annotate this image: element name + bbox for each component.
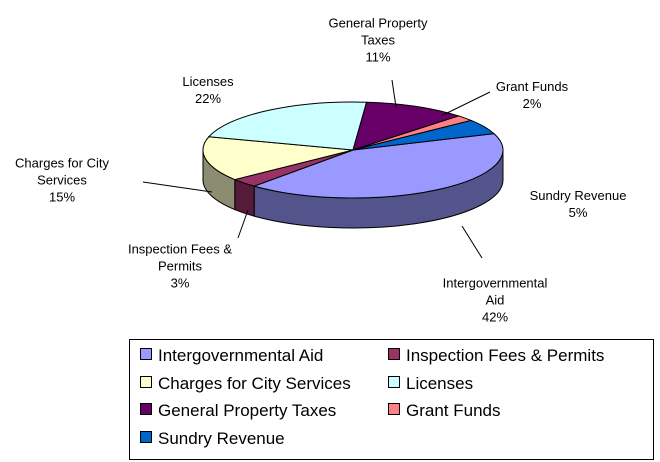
legend-swatch [140, 430, 152, 443]
legend-swatch [140, 375, 152, 388]
data-label: Inspection Fees & Permits 3% [115, 241, 245, 292]
legend-swatch [140, 403, 152, 415]
data-label: Charges for City Services 15% [5, 155, 120, 206]
legend-swatch [140, 348, 152, 360]
label-value: 22% [194, 91, 222, 106]
data-label: Sundry Revenue 5% [518, 187, 638, 221]
data-label: Intergovernmental Aid 42% [433, 275, 558, 326]
slice [202, 136, 354, 181]
label-name: Grant Funds [495, 79, 569, 94]
tops [202, 101, 504, 199]
data-label: General Property Taxes 11% [321, 15, 436, 66]
leader-line [142, 181, 213, 193]
leader-line [461, 225, 483, 259]
label-value: 15% [48, 189, 76, 205]
label-value: 11% [365, 49, 391, 65]
leader-line [391, 79, 397, 108]
label-name: General Property Taxes [328, 15, 428, 48]
sides [202, 149, 504, 229]
leader-line [237, 209, 249, 239]
legend-label: Licenses [406, 373, 474, 393]
label-value: 3% [170, 275, 190, 291]
legend-item: Licenses [388, 374, 473, 394]
legend-swatch [388, 403, 400, 415]
slice [207, 101, 368, 151]
slice [352, 119, 496, 151]
legend: Intergovernmental Aid Inspection Fees & P… [129, 339, 654, 460]
label-name: Licenses [182, 74, 234, 89]
legend-label: Intergovernmental Aid [158, 346, 324, 365]
slice [252, 133, 504, 199]
label-value: 5% [568, 205, 588, 220]
data-label: Grant Funds 2% [482, 78, 582, 112]
label-name: Intergovernmental Aid [442, 275, 548, 308]
slice [352, 101, 461, 151]
label-name: Charges for City Services [15, 155, 109, 188]
legend-label: General Property Taxes [158, 401, 337, 420]
label-name: Inspection Fees & Permits [127, 241, 233, 274]
legend-label: Grant Funds [406, 401, 501, 420]
legend-item: Inspection Fees & Permits [388, 346, 604, 366]
legend-label: Sundry Revenue [158, 428, 285, 448]
legend-item: Intergovernmental Aid [140, 346, 323, 366]
label-name: Sundry Revenue [529, 188, 627, 203]
legend-label: Inspection Fees & Permits [406, 346, 605, 365]
data-label: Licenses 22% [163, 73, 253, 107]
legend-label: Charges for City Services [158, 373, 351, 393]
label-value: 2% [522, 96, 542, 111]
legend-item: Sundry Revenue [140, 429, 285, 449]
pie-area [142, 79, 504, 259]
label-value: 42% [481, 309, 509, 325]
legend-swatch [388, 348, 400, 360]
legend-item: Grant Funds [388, 401, 501, 421]
legend-item: General Property Taxes [140, 401, 336, 421]
leader-line [440, 91, 491, 117]
legend-item: Charges for City Services [140, 374, 351, 394]
legend-swatch [388, 375, 400, 388]
